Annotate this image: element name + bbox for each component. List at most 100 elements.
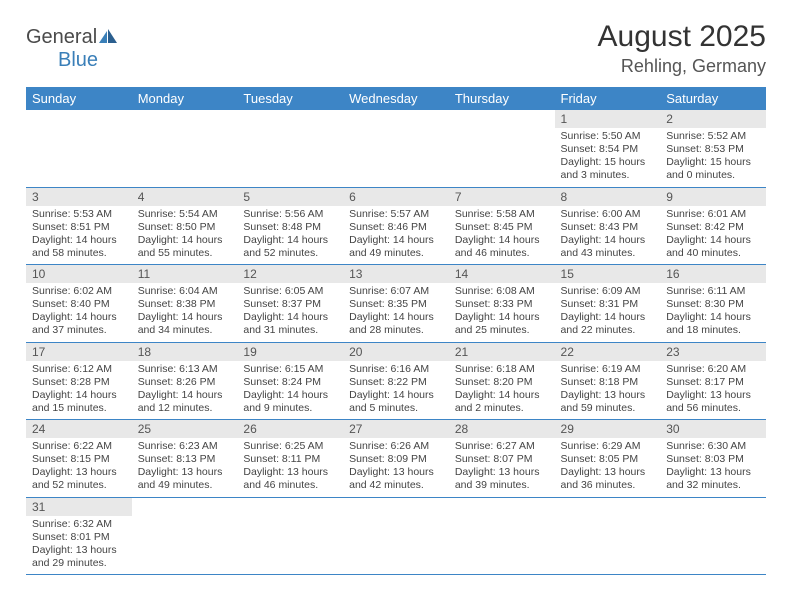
sunrise-text: Sunrise: 5:52 AM bbox=[666, 130, 760, 143]
sunset-text: Sunset: 8:03 PM bbox=[666, 453, 760, 466]
day-number: 9 bbox=[660, 188, 766, 206]
sunset-text: Sunset: 8:24 PM bbox=[243, 376, 337, 389]
day-number: 2 bbox=[660, 110, 766, 128]
sunset-text: Sunset: 8:46 PM bbox=[349, 221, 443, 234]
day-number: 30 bbox=[660, 420, 766, 438]
sunrise-text: Sunrise: 6:30 AM bbox=[666, 440, 760, 453]
sunrise-text: Sunrise: 6:26 AM bbox=[349, 440, 443, 453]
calendar-week-row: 10Sunrise: 6:02 AMSunset: 8:40 PMDayligh… bbox=[26, 265, 766, 343]
daylight-text-2: and 46 minutes. bbox=[455, 247, 549, 260]
calendar-day-cell: 2Sunrise: 5:52 AMSunset: 8:53 PMDaylight… bbox=[660, 110, 766, 187]
daylight-text-2: and 59 minutes. bbox=[561, 402, 655, 415]
sunset-text: Sunset: 8:26 PM bbox=[138, 376, 232, 389]
day-info: Sunrise: 6:05 AMSunset: 8:37 PMDaylight:… bbox=[237, 283, 343, 342]
daylight-text-2: and 3 minutes. bbox=[561, 169, 655, 182]
day-info: Sunrise: 6:11 AMSunset: 8:30 PMDaylight:… bbox=[660, 283, 766, 342]
day-info: Sunrise: 5:56 AMSunset: 8:48 PMDaylight:… bbox=[237, 206, 343, 265]
calendar-day-cell: 29Sunrise: 6:29 AMSunset: 8:05 PMDayligh… bbox=[555, 420, 661, 498]
calendar-week-row: 3Sunrise: 5:53 AMSunset: 8:51 PMDaylight… bbox=[26, 187, 766, 265]
day-number: 26 bbox=[237, 420, 343, 438]
daylight-text-2: and 34 minutes. bbox=[138, 324, 232, 337]
sunrise-text: Sunrise: 6:23 AM bbox=[138, 440, 232, 453]
daylight-text-2: and 49 minutes. bbox=[349, 247, 443, 260]
sunset-text: Sunset: 8:37 PM bbox=[243, 298, 337, 311]
sunrise-text: Sunrise: 6:02 AM bbox=[32, 285, 126, 298]
sunset-text: Sunset: 8:22 PM bbox=[349, 376, 443, 389]
day-number: 15 bbox=[555, 265, 661, 283]
sunrise-text: Sunrise: 6:19 AM bbox=[561, 363, 655, 376]
sunrise-text: Sunrise: 6:29 AM bbox=[561, 440, 655, 453]
sunrise-text: Sunrise: 6:16 AM bbox=[349, 363, 443, 376]
calendar-day-cell: 28Sunrise: 6:27 AMSunset: 8:07 PMDayligh… bbox=[449, 420, 555, 498]
day-number: 5 bbox=[237, 188, 343, 206]
calendar-day-cell bbox=[660, 497, 766, 575]
calendar-day-cell: 4Sunrise: 5:54 AMSunset: 8:50 PMDaylight… bbox=[132, 187, 238, 265]
calendar-day-cell: 19Sunrise: 6:15 AMSunset: 8:24 PMDayligh… bbox=[237, 342, 343, 420]
day-info: Sunrise: 6:23 AMSunset: 8:13 PMDaylight:… bbox=[132, 438, 238, 497]
calendar-day-cell: 27Sunrise: 6:26 AMSunset: 8:09 PMDayligh… bbox=[343, 420, 449, 498]
day-number: 23 bbox=[660, 343, 766, 361]
sunrise-text: Sunrise: 6:05 AM bbox=[243, 285, 337, 298]
sunset-text: Sunset: 8:20 PM bbox=[455, 376, 549, 389]
day-number: 27 bbox=[343, 420, 449, 438]
weekday-header: Sunday bbox=[26, 87, 132, 110]
calendar-day-cell bbox=[26, 110, 132, 187]
weekday-header: Thursday bbox=[449, 87, 555, 110]
day-number: 28 bbox=[449, 420, 555, 438]
sunrise-text: Sunrise: 6:32 AM bbox=[32, 518, 126, 531]
daylight-text-1: Daylight: 14 hours bbox=[138, 389, 232, 402]
daylight-text-2: and 40 minutes. bbox=[666, 247, 760, 260]
sunrise-text: Sunrise: 6:22 AM bbox=[32, 440, 126, 453]
day-number: 16 bbox=[660, 265, 766, 283]
daylight-text-2: and 52 minutes. bbox=[32, 479, 126, 492]
day-number: 17 bbox=[26, 343, 132, 361]
calendar-day-cell: 11Sunrise: 6:04 AMSunset: 8:38 PMDayligh… bbox=[132, 265, 238, 343]
logo-text: General Blue bbox=[26, 26, 119, 72]
day-number: 19 bbox=[237, 343, 343, 361]
day-info: Sunrise: 5:54 AMSunset: 8:50 PMDaylight:… bbox=[132, 206, 238, 265]
calendar-day-cell: 8Sunrise: 6:00 AMSunset: 8:43 PMDaylight… bbox=[555, 187, 661, 265]
sunrise-text: Sunrise: 6:20 AM bbox=[666, 363, 760, 376]
sunrise-text: Sunrise: 6:08 AM bbox=[455, 285, 549, 298]
calendar-day-cell: 23Sunrise: 6:20 AMSunset: 8:17 PMDayligh… bbox=[660, 342, 766, 420]
day-number: 22 bbox=[555, 343, 661, 361]
calendar-day-cell: 16Sunrise: 6:11 AMSunset: 8:30 PMDayligh… bbox=[660, 265, 766, 343]
calendar-day-cell: 14Sunrise: 6:08 AMSunset: 8:33 PMDayligh… bbox=[449, 265, 555, 343]
calendar-day-cell: 12Sunrise: 6:05 AMSunset: 8:37 PMDayligh… bbox=[237, 265, 343, 343]
daylight-text-2: and 5 minutes. bbox=[349, 402, 443, 415]
daylight-text-1: Daylight: 14 hours bbox=[349, 234, 443, 247]
daylight-text-2: and 39 minutes. bbox=[455, 479, 549, 492]
sunrise-text: Sunrise: 6:01 AM bbox=[666, 208, 760, 221]
daylight-text-1: Daylight: 14 hours bbox=[455, 389, 549, 402]
daylight-text-1: Daylight: 14 hours bbox=[455, 234, 549, 247]
sunrise-text: Sunrise: 6:13 AM bbox=[138, 363, 232, 376]
calendar-day-cell: 6Sunrise: 5:57 AMSunset: 8:46 PMDaylight… bbox=[343, 187, 449, 265]
daylight-text-1: Daylight: 14 hours bbox=[138, 311, 232, 324]
day-info: Sunrise: 6:27 AMSunset: 8:07 PMDaylight:… bbox=[449, 438, 555, 497]
day-info: Sunrise: 6:02 AMSunset: 8:40 PMDaylight:… bbox=[26, 283, 132, 342]
day-number: 3 bbox=[26, 188, 132, 206]
daylight-text-2: and 36 minutes. bbox=[561, 479, 655, 492]
calendar-day-cell: 17Sunrise: 6:12 AMSunset: 8:28 PMDayligh… bbox=[26, 342, 132, 420]
sunrise-text: Sunrise: 6:25 AM bbox=[243, 440, 337, 453]
day-number: 7 bbox=[449, 188, 555, 206]
calendar-day-cell: 25Sunrise: 6:23 AMSunset: 8:13 PMDayligh… bbox=[132, 420, 238, 498]
daylight-text-2: and 32 minutes. bbox=[666, 479, 760, 492]
daylight-text-1: Daylight: 14 hours bbox=[243, 234, 337, 247]
calendar-header-row: SundayMondayTuesdayWednesdayThursdayFrid… bbox=[26, 87, 766, 110]
title-block: August 2025 Rehling, Germany bbox=[598, 20, 766, 77]
daylight-text-2: and 37 minutes. bbox=[32, 324, 126, 337]
daylight-text-1: Daylight: 14 hours bbox=[349, 389, 443, 402]
daylight-text-2: and 0 minutes. bbox=[666, 169, 760, 182]
logo-text-2: Blue bbox=[58, 49, 98, 71]
sunset-text: Sunset: 8:07 PM bbox=[455, 453, 549, 466]
day-info: Sunrise: 5:58 AMSunset: 8:45 PMDaylight:… bbox=[449, 206, 555, 265]
day-info: Sunrise: 5:53 AMSunset: 8:51 PMDaylight:… bbox=[26, 206, 132, 265]
sunset-text: Sunset: 8:13 PM bbox=[138, 453, 232, 466]
calendar-day-cell bbox=[449, 497, 555, 575]
header: General Blue August 2025 Rehling, German… bbox=[26, 20, 766, 77]
sunset-text: Sunset: 8:48 PM bbox=[243, 221, 337, 234]
daylight-text-1: Daylight: 14 hours bbox=[455, 311, 549, 324]
day-number: 24 bbox=[26, 420, 132, 438]
day-number: 6 bbox=[343, 188, 449, 206]
